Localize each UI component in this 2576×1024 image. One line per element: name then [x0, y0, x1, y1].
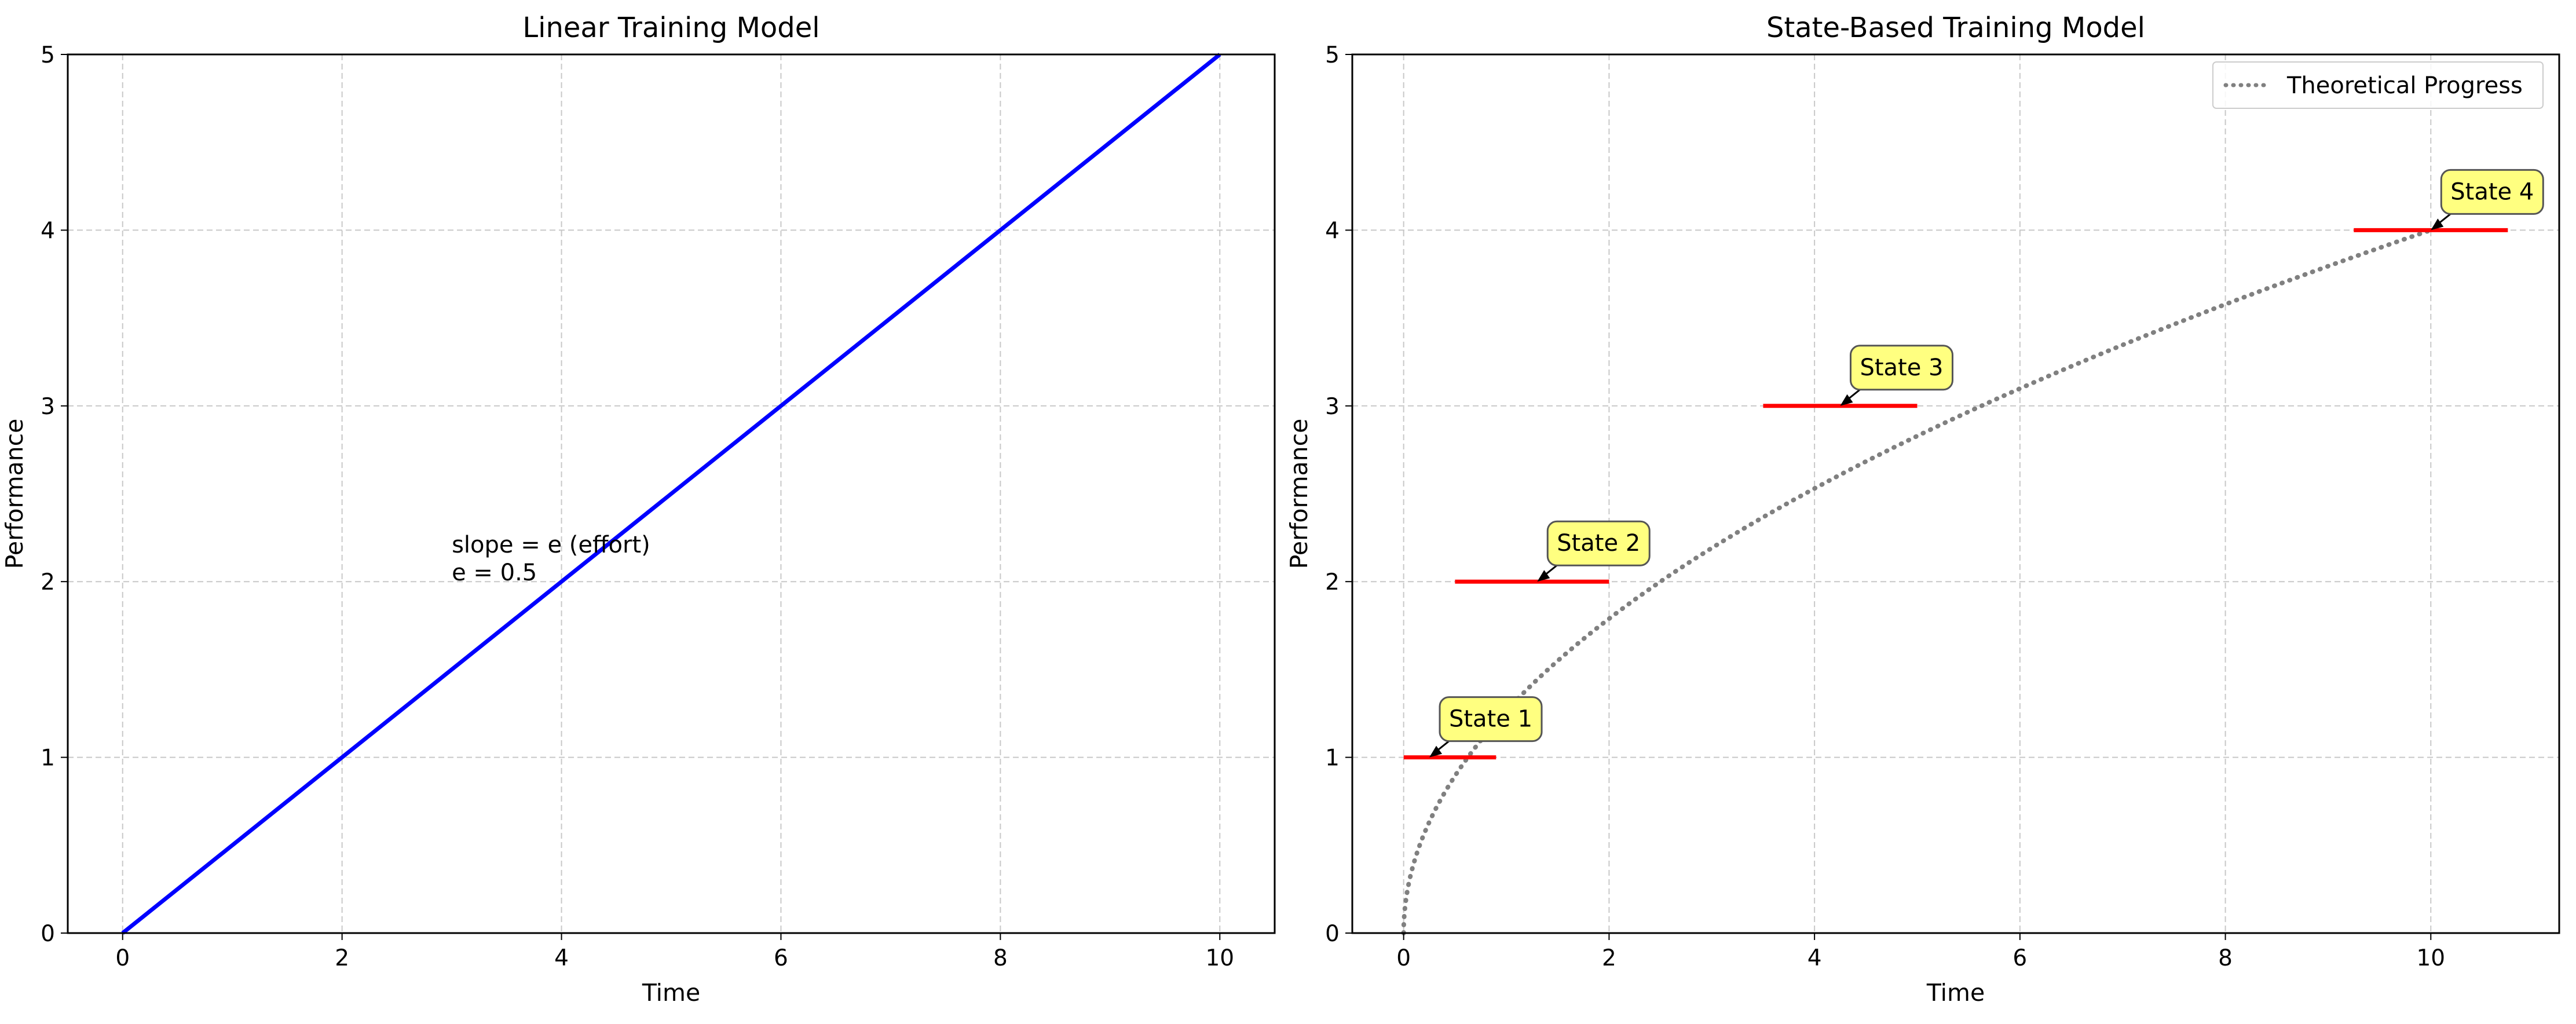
state-callout-box: [1546, 520, 1651, 566]
x-tick-label: 8: [993, 945, 1008, 971]
x-tick-label: 0: [115, 945, 130, 971]
state-callout-box: [2440, 169, 2544, 215]
x-tick-label: 10: [2416, 945, 2445, 971]
y-tick-label: 0: [41, 921, 55, 947]
y-tick-label: 4: [1325, 218, 1340, 244]
state-based-training-panel: State 1 State 2 State 3 State 4 0 2 4 6 8 10 0 1 2 3…: [1285, 12, 2560, 1007]
grid-layer: [1352, 54, 2559, 934]
slope-annotation-line-2: e = 0.5: [452, 559, 537, 586]
state-callout-label: State 2: [1557, 530, 1640, 557]
y-tick-label: 2: [41, 569, 55, 595]
y-tick-label: 0: [1325, 921, 1340, 947]
x-axis-label: Time: [642, 979, 700, 1007]
y-axis-label: Performance: [1, 419, 28, 569]
y-tick-label: 5: [1325, 42, 1340, 68]
y-tick-label: 1: [1325, 745, 1340, 771]
data-layer: [121, 53, 1221, 935]
x-tick-label: 6: [774, 945, 788, 971]
y-tick-label: 1: [41, 745, 55, 771]
x-axis-label: Time: [1926, 979, 1985, 1007]
state-callout-label: State 4: [2450, 178, 2534, 205]
y-tick-label: 4: [41, 218, 55, 244]
state-callout-label: State 3: [1860, 354, 1943, 381]
performance-line: [121, 53, 1221, 935]
x-tick-label: 4: [1807, 945, 1822, 971]
slope-annotation-line-1: slope = e (effort): [452, 532, 650, 558]
plot-frame: [67, 53, 1276, 934]
y-tick-label: 2: [1325, 569, 1340, 595]
ticks-layer: 0 2 4 6 8 10 0 1 2 3 4 5: [41, 42, 1234, 971]
x-tick-label: 0: [1396, 945, 1411, 971]
legend-label-theoretical-progress: Theoretical Progress: [2286, 72, 2523, 99]
y-tick-label: 5: [41, 42, 55, 68]
y-tick-label: 3: [41, 394, 55, 420]
x-tick-label: 6: [2012, 945, 2027, 971]
legend-box: [2212, 61, 2544, 109]
ticks-layer: 0 2 4 6 8 10 0 1 2 3 4 5: [1325, 42, 2445, 971]
callout-arrowhead: [1537, 570, 1550, 582]
y-tick-label: 3: [1325, 394, 1340, 420]
linear-training-panel: 0 2 4 6 8 10 0 1 2 3 4 5 Linear Training Model Time…: [1, 12, 1276, 1007]
plot-frame: [1351, 53, 2560, 934]
theoretical-progress-curve: [1401, 228, 2434, 935]
x-tick-label: 2: [335, 945, 349, 971]
state-callout-box: [1439, 696, 1543, 743]
data-layer: State 1 State 2 State 3 State 4: [1401, 169, 2544, 935]
x-tick-label: 8: [2218, 945, 2233, 971]
state-callout-box: [1849, 345, 1953, 391]
x-tick-label: 2: [1602, 945, 1616, 971]
chart-title: State-Based Training Model: [1766, 12, 2145, 44]
y-axis-label: Performance: [1285, 419, 1313, 569]
legend: Theoretical Progress: [2212, 61, 2544, 109]
x-tick-label: 10: [1205, 945, 1234, 971]
x-tick-label: 4: [554, 945, 569, 971]
callout-arrowhead: [1429, 745, 1443, 758]
chart-title: Linear Training Model: [522, 12, 819, 44]
callout-arrowhead: [1840, 394, 1853, 406]
state-callout-label: State 1: [1449, 706, 1532, 733]
callout-arrowhead: [2431, 218, 2444, 231]
